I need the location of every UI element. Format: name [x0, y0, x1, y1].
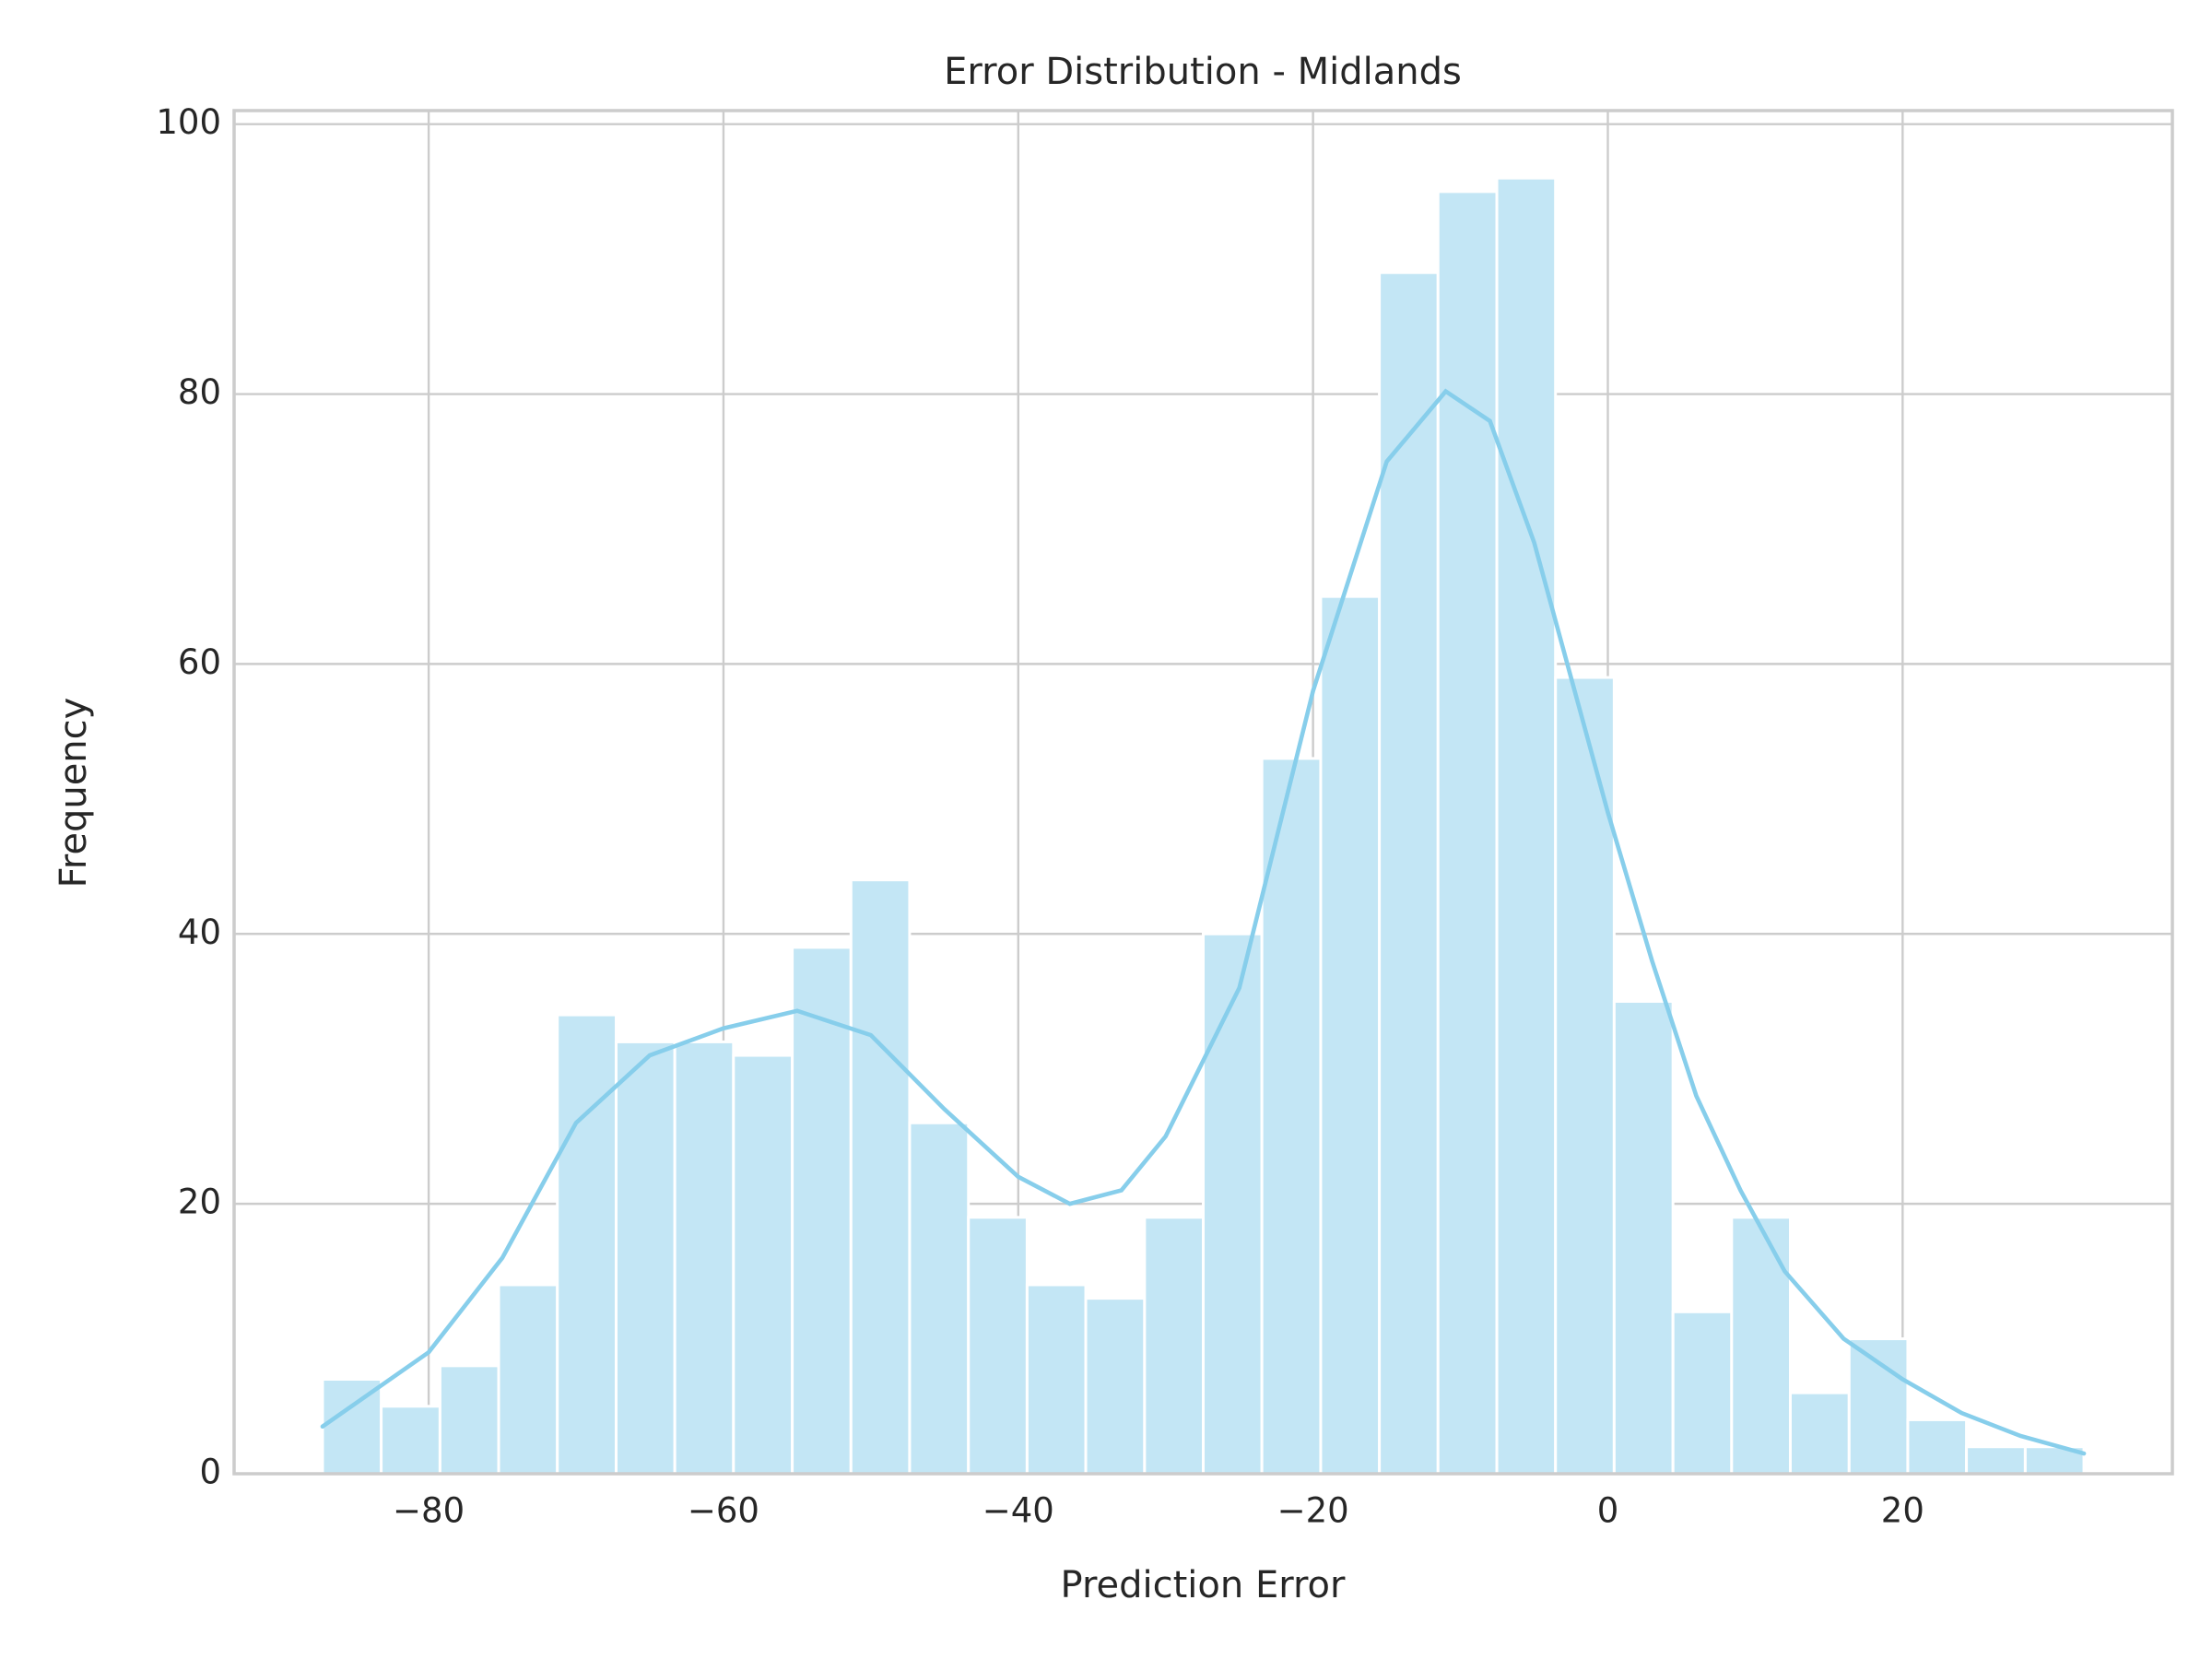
- bar: [1202, 932, 1264, 1476]
- bar: [1143, 1216, 1205, 1476]
- bar: [1025, 1283, 1088, 1476]
- bar: [1906, 1418, 1969, 1476]
- x-tick-label: −60: [688, 1491, 759, 1531]
- x-tick-label: 20: [1881, 1491, 1924, 1531]
- bar: [967, 1216, 1029, 1476]
- bar: [1788, 1391, 1851, 1476]
- x-tick-label: 0: [1597, 1491, 1619, 1531]
- y-tick-label: 40: [178, 912, 221, 952]
- bar: [380, 1405, 441, 1476]
- bar: [849, 878, 912, 1476]
- bar: [1436, 190, 1499, 1476]
- bar: [908, 1121, 971, 1476]
- bar: [1671, 1310, 1734, 1476]
- bar: [615, 1040, 677, 1476]
- bar: [497, 1283, 559, 1476]
- bar: [1612, 999, 1675, 1476]
- x-tick-label: −20: [1277, 1491, 1349, 1531]
- bar: [1554, 676, 1616, 1476]
- bar: [1965, 1445, 2027, 1476]
- bar: [732, 1053, 794, 1476]
- bar: [673, 1040, 735, 1476]
- bar: [1495, 176, 1558, 1476]
- bar: [791, 946, 853, 1476]
- bar: [438, 1364, 500, 1476]
- bar: [1847, 1337, 1910, 1476]
- y-tick-label: 60: [178, 642, 221, 682]
- x-tick-label: −40: [982, 1491, 1054, 1531]
- y-tick-label: 0: [199, 1453, 221, 1492]
- y-tick-label: 20: [178, 1182, 221, 1222]
- plot-frame: [232, 109, 2174, 1476]
- chart-title: Error Distribution - Midlands: [944, 51, 1462, 93]
- bar: [1378, 271, 1440, 1476]
- bar: [321, 1377, 383, 1476]
- kde-line: [320, 388, 2087, 1456]
- y-tick-label: 100: [156, 102, 221, 142]
- y-axis-label: Frequency: [53, 698, 95, 888]
- bar: [1730, 1216, 1792, 1476]
- y-tick-label: 80: [178, 372, 221, 412]
- x-axis-label: Prediction Error: [1061, 1564, 1346, 1606]
- bar: [1084, 1297, 1147, 1476]
- x-tick-label: −80: [393, 1491, 465, 1531]
- bar: [556, 1013, 618, 1476]
- bar: [1319, 594, 1382, 1476]
